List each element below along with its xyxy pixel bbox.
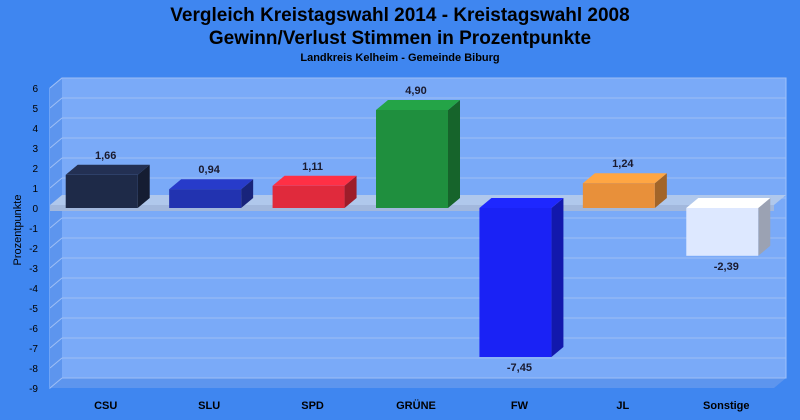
bar-top (582, 173, 667, 184)
bar-side (448, 100, 460, 208)
y-tick-label: -3 (29, 264, 38, 275)
y-tick-label: 2 (32, 164, 38, 175)
bar-top (376, 100, 460, 110)
data-label: 1,66 (95, 150, 116, 162)
y-tick-label: -7 (29, 344, 38, 355)
y-tick-label: -6 (29, 324, 38, 335)
gridline-side (49, 277, 63, 289)
bar-top (479, 198, 564, 208)
bar (169, 189, 242, 208)
y-tick-label: 5 (32, 104, 38, 115)
gridline-side (49, 157, 63, 169)
y-tick-label: 6 (32, 84, 38, 95)
y-tick-label: -8 (29, 364, 38, 375)
x-category-label: SLU (198, 400, 220, 412)
bar (582, 183, 655, 208)
gridline-side (49, 257, 63, 269)
gridline-side (49, 377, 63, 389)
gridline-side (49, 357, 63, 369)
gridline-side (49, 137, 63, 149)
bar-side (137, 164, 150, 208)
y-tick-label: -5 (29, 304, 38, 315)
left-wall (50, 78, 62, 388)
y-tick-label: -9 (29, 384, 38, 395)
gridline-side (49, 97, 63, 109)
x-category-label: CSU (94, 400, 117, 412)
gridline-side (49, 117, 63, 129)
y-tick-label: -1 (29, 224, 38, 235)
chart-title-line2: Gewinn/Verlust Stimmen in Prozentpunkte (208, 28, 592, 49)
floor (50, 378, 786, 388)
data-label: -2,39 (714, 261, 739, 273)
x-category-label: GRÜNE (396, 399, 436, 412)
bar (479, 208, 552, 357)
bar-top (272, 175, 357, 186)
data-label: -7,45 (507, 362, 532, 374)
chart-subtitle: Landkreis Kelheim - Gemeinde Biburg (300, 52, 500, 64)
bar-top (686, 198, 771, 208)
gridline-side (49, 317, 63, 329)
chart-title: Vergleich Kreistagswahl 2014 - Kreistags… (170, 5, 630, 26)
bar-side (344, 175, 357, 208)
bar-side (551, 198, 564, 357)
data-label: 4,90 (405, 85, 426, 97)
data-label: 1,11 (302, 161, 323, 173)
y-tick-label: 0 (32, 204, 38, 215)
bar (272, 185, 345, 208)
y-tick-label: -4 (29, 284, 38, 295)
data-label: 1,24 (612, 158, 634, 170)
x-category-label: JL (616, 400, 629, 412)
bar-top (169, 179, 254, 190)
y-tick-label: 3 (32, 144, 38, 155)
gridline-side (49, 177, 63, 189)
y-axis-label: Prozentpunkte (12, 195, 24, 266)
bar-side (758, 198, 771, 256)
bar-top (65, 164, 150, 175)
gridline-side (49, 77, 63, 89)
y-tick-label: -2 (29, 244, 38, 255)
gridline-side (49, 237, 63, 249)
bar-side (654, 173, 667, 208)
chart-title-block: Vergleich Kreistagswahl 2014 - Kreistags… (0, 4, 800, 66)
x-category-label: Sonstige (703, 400, 749, 412)
bar (65, 174, 138, 208)
x-category-label: SPD (301, 400, 324, 412)
bar (686, 208, 759, 256)
bar-side (241, 179, 254, 208)
gridline-side (49, 337, 63, 349)
gridline-side (49, 297, 63, 309)
y-tick-label: 4 (32, 124, 38, 135)
x-category-label: FW (511, 400, 529, 412)
gridline-side (49, 217, 63, 229)
bar (376, 110, 448, 208)
data-label: 0,94 (198, 164, 220, 176)
y-tick-label: 1 (32, 184, 38, 195)
